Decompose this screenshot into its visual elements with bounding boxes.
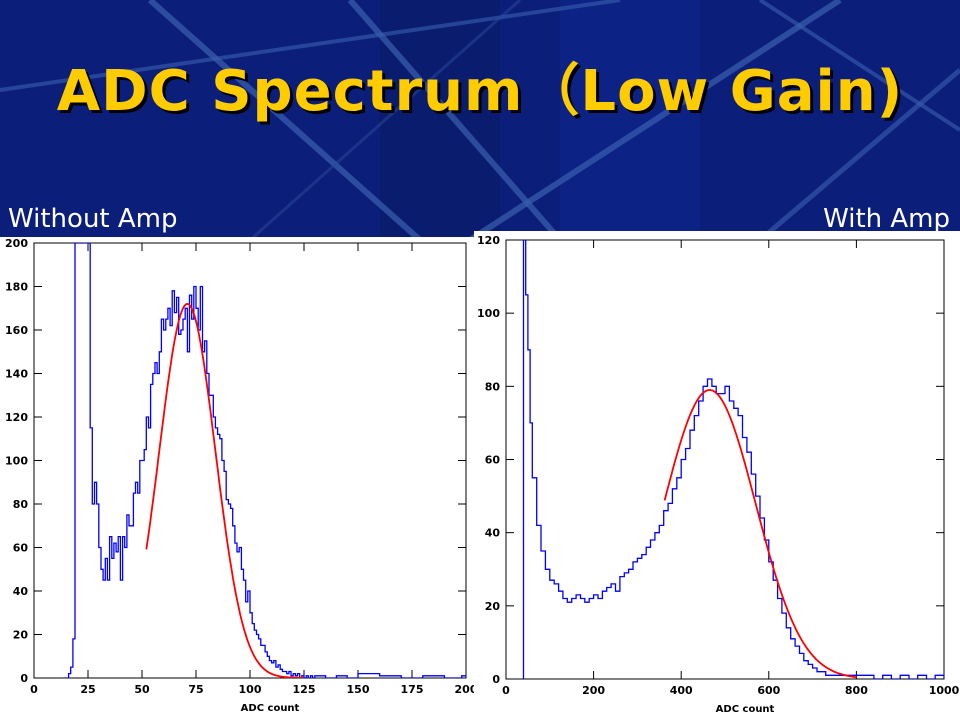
y-tick-label: 20 xyxy=(13,629,29,642)
slide-title: ADC Spectrum（Low Gain) xyxy=(56,59,904,124)
y-tick-label: 80 xyxy=(485,380,501,393)
chart-with-amp: 0 20 40 60 80 100 120 0 200 400 600 800 1000 ADC coun… xyxy=(474,231,960,720)
plot-frame xyxy=(505,239,945,680)
chart-without-amp: 0 20 40 60 80 100 120 140 160 180 200 0 25 50 75 100 125… xyxy=(0,237,474,720)
x-tick-label: 150 xyxy=(347,683,370,696)
histogram-series xyxy=(64,243,466,678)
chart-without-amp-svg: 0 20 40 60 80 100 120 140 160 180 200 0 25 50 75 100 125… xyxy=(5,237,474,714)
x-tick-label: 175 xyxy=(401,683,424,696)
y-tick-label: 20 xyxy=(485,600,501,613)
y-tick-label: 100 xyxy=(477,307,500,320)
y-tick-label: 60 xyxy=(485,454,501,467)
chart-with-amp-svg: 0 20 40 60 80 100 120 0 200 400 600 800 1000 ADC coun… xyxy=(477,234,960,715)
x-tick-label: 0 xyxy=(30,683,38,696)
y-tick-label: 40 xyxy=(485,527,501,540)
y-tick-label: 120 xyxy=(5,411,28,424)
y-tick-label: 40 xyxy=(13,585,29,598)
panel-label-with-amp: With Amp xyxy=(823,204,950,234)
histogram-series xyxy=(522,240,944,679)
x-axis-label: ADC count xyxy=(241,703,300,714)
x-tick-label: 400 xyxy=(670,684,693,697)
panel-label-without-amp: Without Amp xyxy=(8,204,178,234)
y-tick-label: 60 xyxy=(13,542,29,555)
y-tick-label: 0 xyxy=(492,673,500,686)
y-tick-label: 80 xyxy=(13,498,29,511)
y-tick-label: 120 xyxy=(477,234,500,247)
x-tick-label: 200 xyxy=(582,684,605,697)
y-tick-label: 0 xyxy=(20,672,28,685)
y-tick-label: 140 xyxy=(5,368,28,381)
x-tick-label: 25 xyxy=(80,683,95,696)
gaussian-fit-curve xyxy=(145,302,304,678)
x-tick-label: 75 xyxy=(188,683,203,696)
gaussian-fit-curve xyxy=(663,389,857,679)
x-axis-label: ADC count xyxy=(716,704,775,715)
x-tick-label: 600 xyxy=(757,684,780,697)
y-tick-label: 200 xyxy=(5,237,28,250)
x-tick-label: 50 xyxy=(134,683,150,696)
x-tick-label: 200 xyxy=(455,683,474,696)
x-tick-label: 100 xyxy=(239,683,262,696)
x-tick-label: 0 xyxy=(502,684,510,697)
x-tick-label: 125 xyxy=(293,683,316,696)
y-tick-label: 100 xyxy=(5,455,28,468)
x-tick-label: 1000 xyxy=(929,684,960,697)
x-tick-label: 800 xyxy=(845,684,868,697)
y-tick-label: 160 xyxy=(5,324,28,337)
y-tick-label: 180 xyxy=(5,281,28,294)
